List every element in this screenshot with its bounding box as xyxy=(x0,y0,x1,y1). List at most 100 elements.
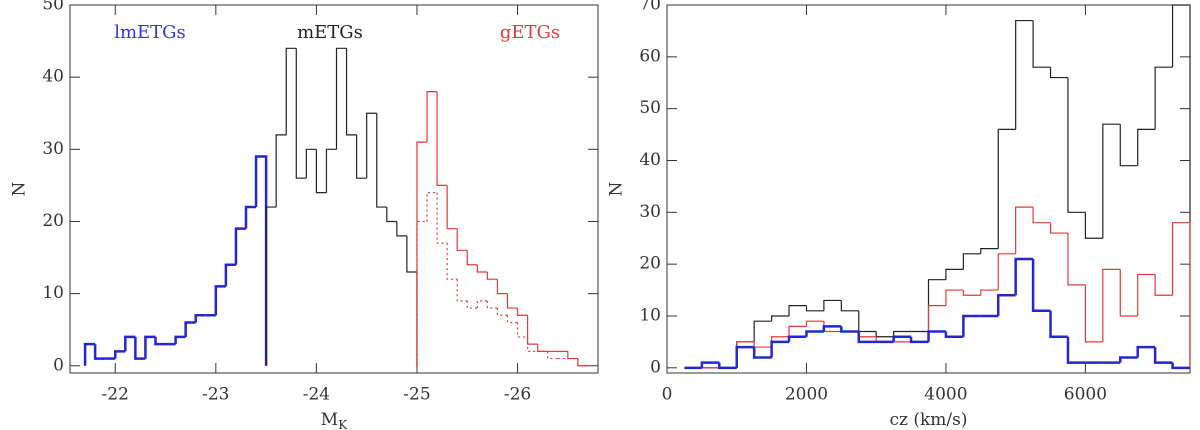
histogram-bin xyxy=(1171,4,1191,368)
histogram-bin xyxy=(805,330,824,337)
x-tick-label: 4000 xyxy=(924,385,967,405)
histogram-bin xyxy=(752,347,772,359)
histogram-bin xyxy=(753,320,772,342)
histogram-bin xyxy=(927,330,946,342)
histogram-bin xyxy=(456,228,468,251)
histogram-bin xyxy=(1031,258,1051,313)
histogram-bin xyxy=(466,300,478,309)
x-axis-label-main: cz (km/s) xyxy=(889,410,967,430)
histogram-bin xyxy=(1084,212,1103,239)
x-tick-label: 6000 xyxy=(1064,385,1107,405)
histogram-bin xyxy=(567,351,578,360)
y-tick-label: 20 xyxy=(639,254,661,274)
histogram-bin xyxy=(275,134,287,208)
histogram-bin xyxy=(1137,128,1156,166)
histogram-bin xyxy=(446,185,458,230)
y-tick-label: 70 xyxy=(639,0,661,15)
histogram-bin xyxy=(997,128,1016,249)
histogram-bin xyxy=(909,336,929,344)
x-axis-label: cz (km/s) xyxy=(889,410,967,430)
plot-frame xyxy=(69,4,599,374)
histogram-bin xyxy=(1102,268,1121,342)
histogram-bin xyxy=(1171,362,1190,370)
histogram-bin xyxy=(345,48,357,136)
histogram-bin xyxy=(466,250,478,266)
histogram-bin xyxy=(527,336,538,352)
histogram-bin xyxy=(547,351,558,360)
histogram-bin xyxy=(83,342,96,366)
histogram-bin xyxy=(577,358,588,367)
y-tick-label: 50 xyxy=(639,98,661,118)
histogram-bin xyxy=(1136,345,1156,358)
histogram-bin xyxy=(114,350,126,359)
histogram-bin xyxy=(516,322,528,338)
histogram-bin xyxy=(476,264,488,273)
annotation: mETGs xyxy=(297,22,363,43)
histogram-bin xyxy=(875,331,894,338)
y-axis-label: N xyxy=(607,181,627,196)
histogram-bin xyxy=(1032,20,1051,68)
histogram-bin xyxy=(962,314,981,337)
x-tick-label: -25 xyxy=(403,385,430,405)
histogram-bin xyxy=(386,207,397,223)
histogram-bin xyxy=(1015,206,1034,254)
histogram-bin xyxy=(996,294,1016,316)
y-tick-label: 0 xyxy=(650,357,661,377)
y-tick-label: 40 xyxy=(639,150,661,170)
histogram-bin xyxy=(93,344,106,360)
histogram-bin xyxy=(805,320,824,327)
histogram-bin xyxy=(857,331,877,344)
histogram-bin xyxy=(753,341,772,348)
histogram-bin xyxy=(823,299,842,311)
x-tick-label: -22 xyxy=(102,385,129,405)
histogram-bin xyxy=(1171,222,1191,368)
histogram-bin xyxy=(945,289,964,306)
histogram-bin xyxy=(366,112,377,179)
histogram-bin xyxy=(770,340,790,358)
histogram-bin xyxy=(144,335,156,359)
histogram-bin xyxy=(858,331,877,338)
histogram-bin xyxy=(335,47,347,150)
x-tick-label: 0 xyxy=(662,385,673,405)
histogram-bin xyxy=(1084,284,1103,343)
histogram-bin xyxy=(892,335,912,342)
histogram-bin xyxy=(1067,233,1086,286)
histogram-bin xyxy=(997,253,1016,291)
histogram-bin xyxy=(1153,347,1173,364)
x-axis-label-sub: K xyxy=(338,418,348,430)
histogram-bin xyxy=(174,335,186,345)
histogram-bin xyxy=(506,293,518,309)
histogram-bin xyxy=(154,336,166,346)
histogram-bin xyxy=(822,325,842,332)
histogram-bin xyxy=(426,90,438,143)
y-tick-label: 30 xyxy=(42,139,64,159)
histogram-bin xyxy=(506,315,518,324)
histogram-bin xyxy=(788,325,807,337)
histogram-bin xyxy=(184,321,196,337)
histogram-bin xyxy=(1154,66,1173,130)
histogram-bin xyxy=(840,326,859,333)
histogram-bin xyxy=(805,305,824,312)
histogram-bin xyxy=(840,300,859,312)
histogram-bin xyxy=(1049,67,1068,79)
y-tick-label: 10 xyxy=(639,305,661,325)
histogram-bin xyxy=(1066,336,1086,364)
histogram-bin xyxy=(1154,274,1173,296)
y-axis-label: N xyxy=(10,181,30,196)
histogram-bin xyxy=(736,341,755,368)
histogram-bin xyxy=(305,148,317,179)
histogram-bin xyxy=(893,330,912,337)
x-axis-label-main: M xyxy=(321,410,338,430)
histogram-bin xyxy=(486,271,498,280)
histogram-bin xyxy=(1049,310,1068,338)
histogram-bin xyxy=(406,235,418,366)
histogram-bin xyxy=(476,300,488,309)
histogram-bin xyxy=(1102,123,1121,239)
histogram-bin xyxy=(496,279,508,295)
histogram-bin xyxy=(771,315,790,322)
histogram-bin xyxy=(285,47,297,135)
histogram-bin xyxy=(416,141,428,366)
annotation: lmETGs xyxy=(114,22,186,43)
x-axis-label: MK xyxy=(321,410,348,430)
histogram-bin xyxy=(1049,222,1068,234)
